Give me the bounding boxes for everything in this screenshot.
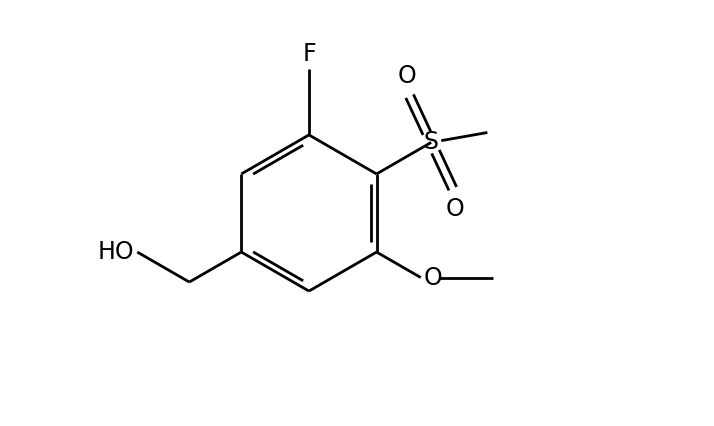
Text: HO: HO xyxy=(98,240,134,264)
Text: O: O xyxy=(423,265,442,290)
Text: O: O xyxy=(446,197,465,221)
Text: S: S xyxy=(423,130,438,155)
Text: O: O xyxy=(398,64,416,88)
Text: F: F xyxy=(302,42,316,66)
